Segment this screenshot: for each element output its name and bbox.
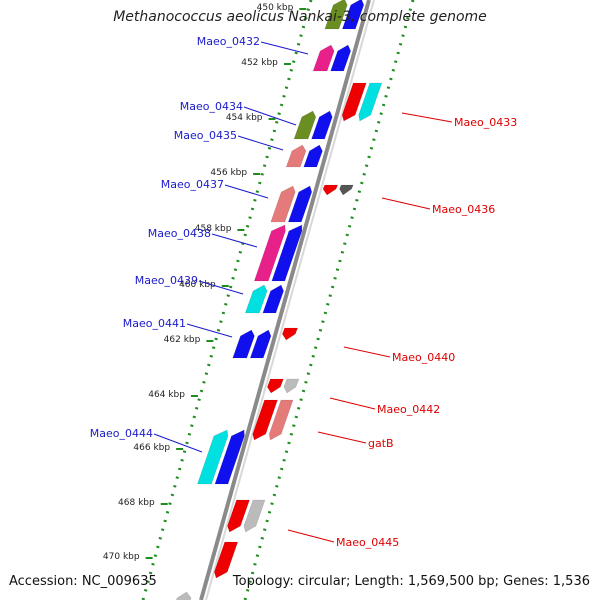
- reverse-gene-b: [339, 184, 354, 196]
- reverse-label-leader: [343, 346, 391, 358]
- forward-label-leader: [260, 41, 309, 55]
- forward-gene-label: Maeo_0437: [161, 178, 224, 191]
- forward-gene-right: [214, 429, 245, 485]
- kbp-tick-label: 462 kbp: [164, 335, 201, 345]
- forward-gene-right: [249, 329, 272, 359]
- kbp-tick-label: 454 kbp: [226, 113, 263, 123]
- reverse-label-leader: [329, 397, 376, 410]
- forward-gene-label: Maeo_0444: [90, 427, 153, 440]
- backbone-highlight: [205, 0, 375, 600]
- forward-gene-right: [287, 185, 313, 223]
- reverse-gene-b: [243, 499, 266, 533]
- kbp-tick-label: 452 kbp: [241, 58, 278, 68]
- forward-gene-right: [330, 44, 351, 72]
- forward-gene-left: [197, 429, 229, 485]
- forward-gene-right: [303, 144, 323, 168]
- kbp-tick-label: 460 kbp: [179, 280, 216, 290]
- reverse-label-leader: [317, 431, 367, 444]
- forward-gene-left: [293, 110, 317, 140]
- reverse-gene-label: Maeo_0436: [432, 203, 495, 216]
- forward-gene-left: [312, 44, 335, 72]
- kbp-tick-label: 450 kbp: [257, 3, 294, 13]
- forward-gene-label: Maeo_0441: [123, 317, 186, 330]
- forward-gene-left: [232, 329, 255, 359]
- reverse-label-leader: [401, 112, 453, 123]
- forward-label-leader: [198, 280, 244, 295]
- kbp-tick-label: 468 kbp: [118, 498, 155, 508]
- map-title: Methanococcus aeolicus Nankai-3, complet…: [113, 9, 487, 25]
- reverse-gene-a: [252, 399, 278, 441]
- forward-gene-label: Maeo_0434: [180, 100, 243, 113]
- kbp-tick-label: 464 kbp: [148, 390, 185, 400]
- reverse-gene-b: [283, 378, 300, 394]
- accession-label: Accession: NC_009635: [9, 574, 157, 589]
- reverse-gene-a: [214, 541, 239, 579]
- reverse-gene-label: gatB: [368, 437, 394, 450]
- forward-label-leader: [211, 233, 258, 248]
- forward-label-leader: [243, 106, 297, 126]
- forward-gene-label: Maeo_0432: [197, 35, 260, 48]
- reverse-gene-label: Maeo_0442: [377, 403, 440, 416]
- forward-gene-right: [262, 284, 284, 314]
- kbp-tick-label: 458 kbp: [195, 224, 232, 234]
- reverse-gene-b: [268, 399, 294, 441]
- reverse-label-leader: [381, 197, 431, 210]
- reverse-gene-label: Maeo_0433: [454, 116, 517, 129]
- reverse-gene-b: [358, 82, 383, 122]
- forward-gene-right: [341, 0, 365, 30]
- genome-summary: Topology: circular; Length: 1,569,500 bp…: [232, 574, 590, 589]
- forward-gene-stub: [175, 591, 192, 600]
- reverse-gene-label: Maeo_0440: [392, 351, 455, 364]
- forward-gene-label: Maeo_0439: [135, 274, 198, 287]
- kbp-tick-label: 470 kbp: [103, 552, 140, 562]
- forward-label-leader: [224, 184, 269, 199]
- forward-gene-right: [311, 110, 333, 140]
- reverse-gene-a: [281, 327, 299, 341]
- reverse-label-leader: [287, 529, 335, 543]
- forward-gene-left: [324, 0, 348, 30]
- forward-gene-label: Maeo_0435: [174, 129, 237, 142]
- forward-gene-left: [285, 144, 307, 168]
- reverse-gene-a: [227, 499, 250, 533]
- forward-label-leader: [186, 323, 233, 338]
- forward-label-leader: [153, 433, 203, 453]
- kbp-tick-label: 466 kbp: [133, 443, 170, 453]
- forward-gene-left: [253, 224, 286, 282]
- reverse-gene-label: Maeo_0445: [336, 536, 399, 549]
- forward-gene-right: [271, 224, 303, 282]
- forward-gene-label: Maeo_0438: [148, 227, 211, 240]
- forward-label-leader: [237, 135, 284, 151]
- forward-gene-left: [244, 284, 268, 314]
- backbone-line: [199, 0, 371, 600]
- reverse-gene-a: [322, 184, 339, 196]
- kbp-tick-label: 456 kbp: [210, 168, 247, 178]
- forward-gene-left: [270, 185, 296, 223]
- reverse-gene-a: [267, 378, 284, 394]
- reverse-gene-a: [341, 82, 367, 122]
